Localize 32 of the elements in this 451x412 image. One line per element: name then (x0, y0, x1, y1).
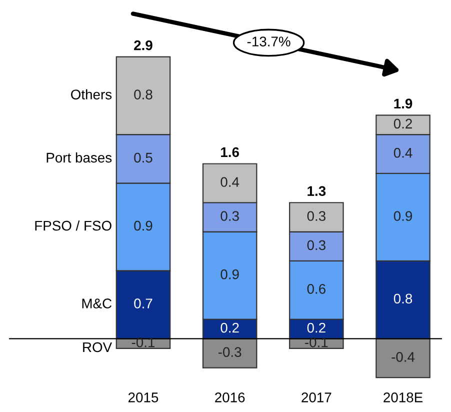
series-label: M&C (82, 298, 112, 308)
x-tick-label: 2017 (302, 392, 332, 402)
data-label: 0.3 (220, 211, 239, 221)
data-label: 0.3 (307, 240, 326, 250)
data-label: 0.5 (134, 152, 152, 163)
x-tick-label: 2016 (215, 392, 245, 402)
data-label: 0.2 (307, 322, 326, 333)
x-tick-label: 2018E (384, 392, 422, 402)
series-label: FPSO / FSO (35, 220, 112, 231)
data-label: 0.3 (307, 211, 326, 221)
text: -13.7% (247, 36, 290, 46)
total-label: 1.9 (394, 98, 412, 109)
data-label: 0.2 (394, 118, 412, 129)
data-label: 0.2 (220, 322, 239, 333)
data-label: 0.6 (307, 284, 326, 294)
series-label: ROV (83, 342, 112, 352)
series-label: Port bases (46, 152, 112, 163)
series-label: Others (71, 89, 112, 100)
data-label: 0.4 (394, 148, 412, 158)
data-label: 0.8 (134, 90, 152, 100)
x-tick-label: 2015 (128, 392, 158, 402)
data-label: 0.8 (394, 294, 412, 304)
total-label: 1.3 (308, 186, 326, 196)
data-label: 0.7 (134, 298, 152, 308)
total-label: 2.9 (134, 40, 152, 50)
data-label: 0.9 (394, 211, 412, 221)
data-label: -0.4 (392, 352, 415, 362)
data-label: 0.4 (220, 177, 240, 187)
data-label: 0.9 (134, 220, 152, 231)
total-label: 1.6 (221, 147, 239, 158)
data-label: 0.9 (220, 269, 239, 280)
data-label: -0.3 (218, 347, 242, 357)
